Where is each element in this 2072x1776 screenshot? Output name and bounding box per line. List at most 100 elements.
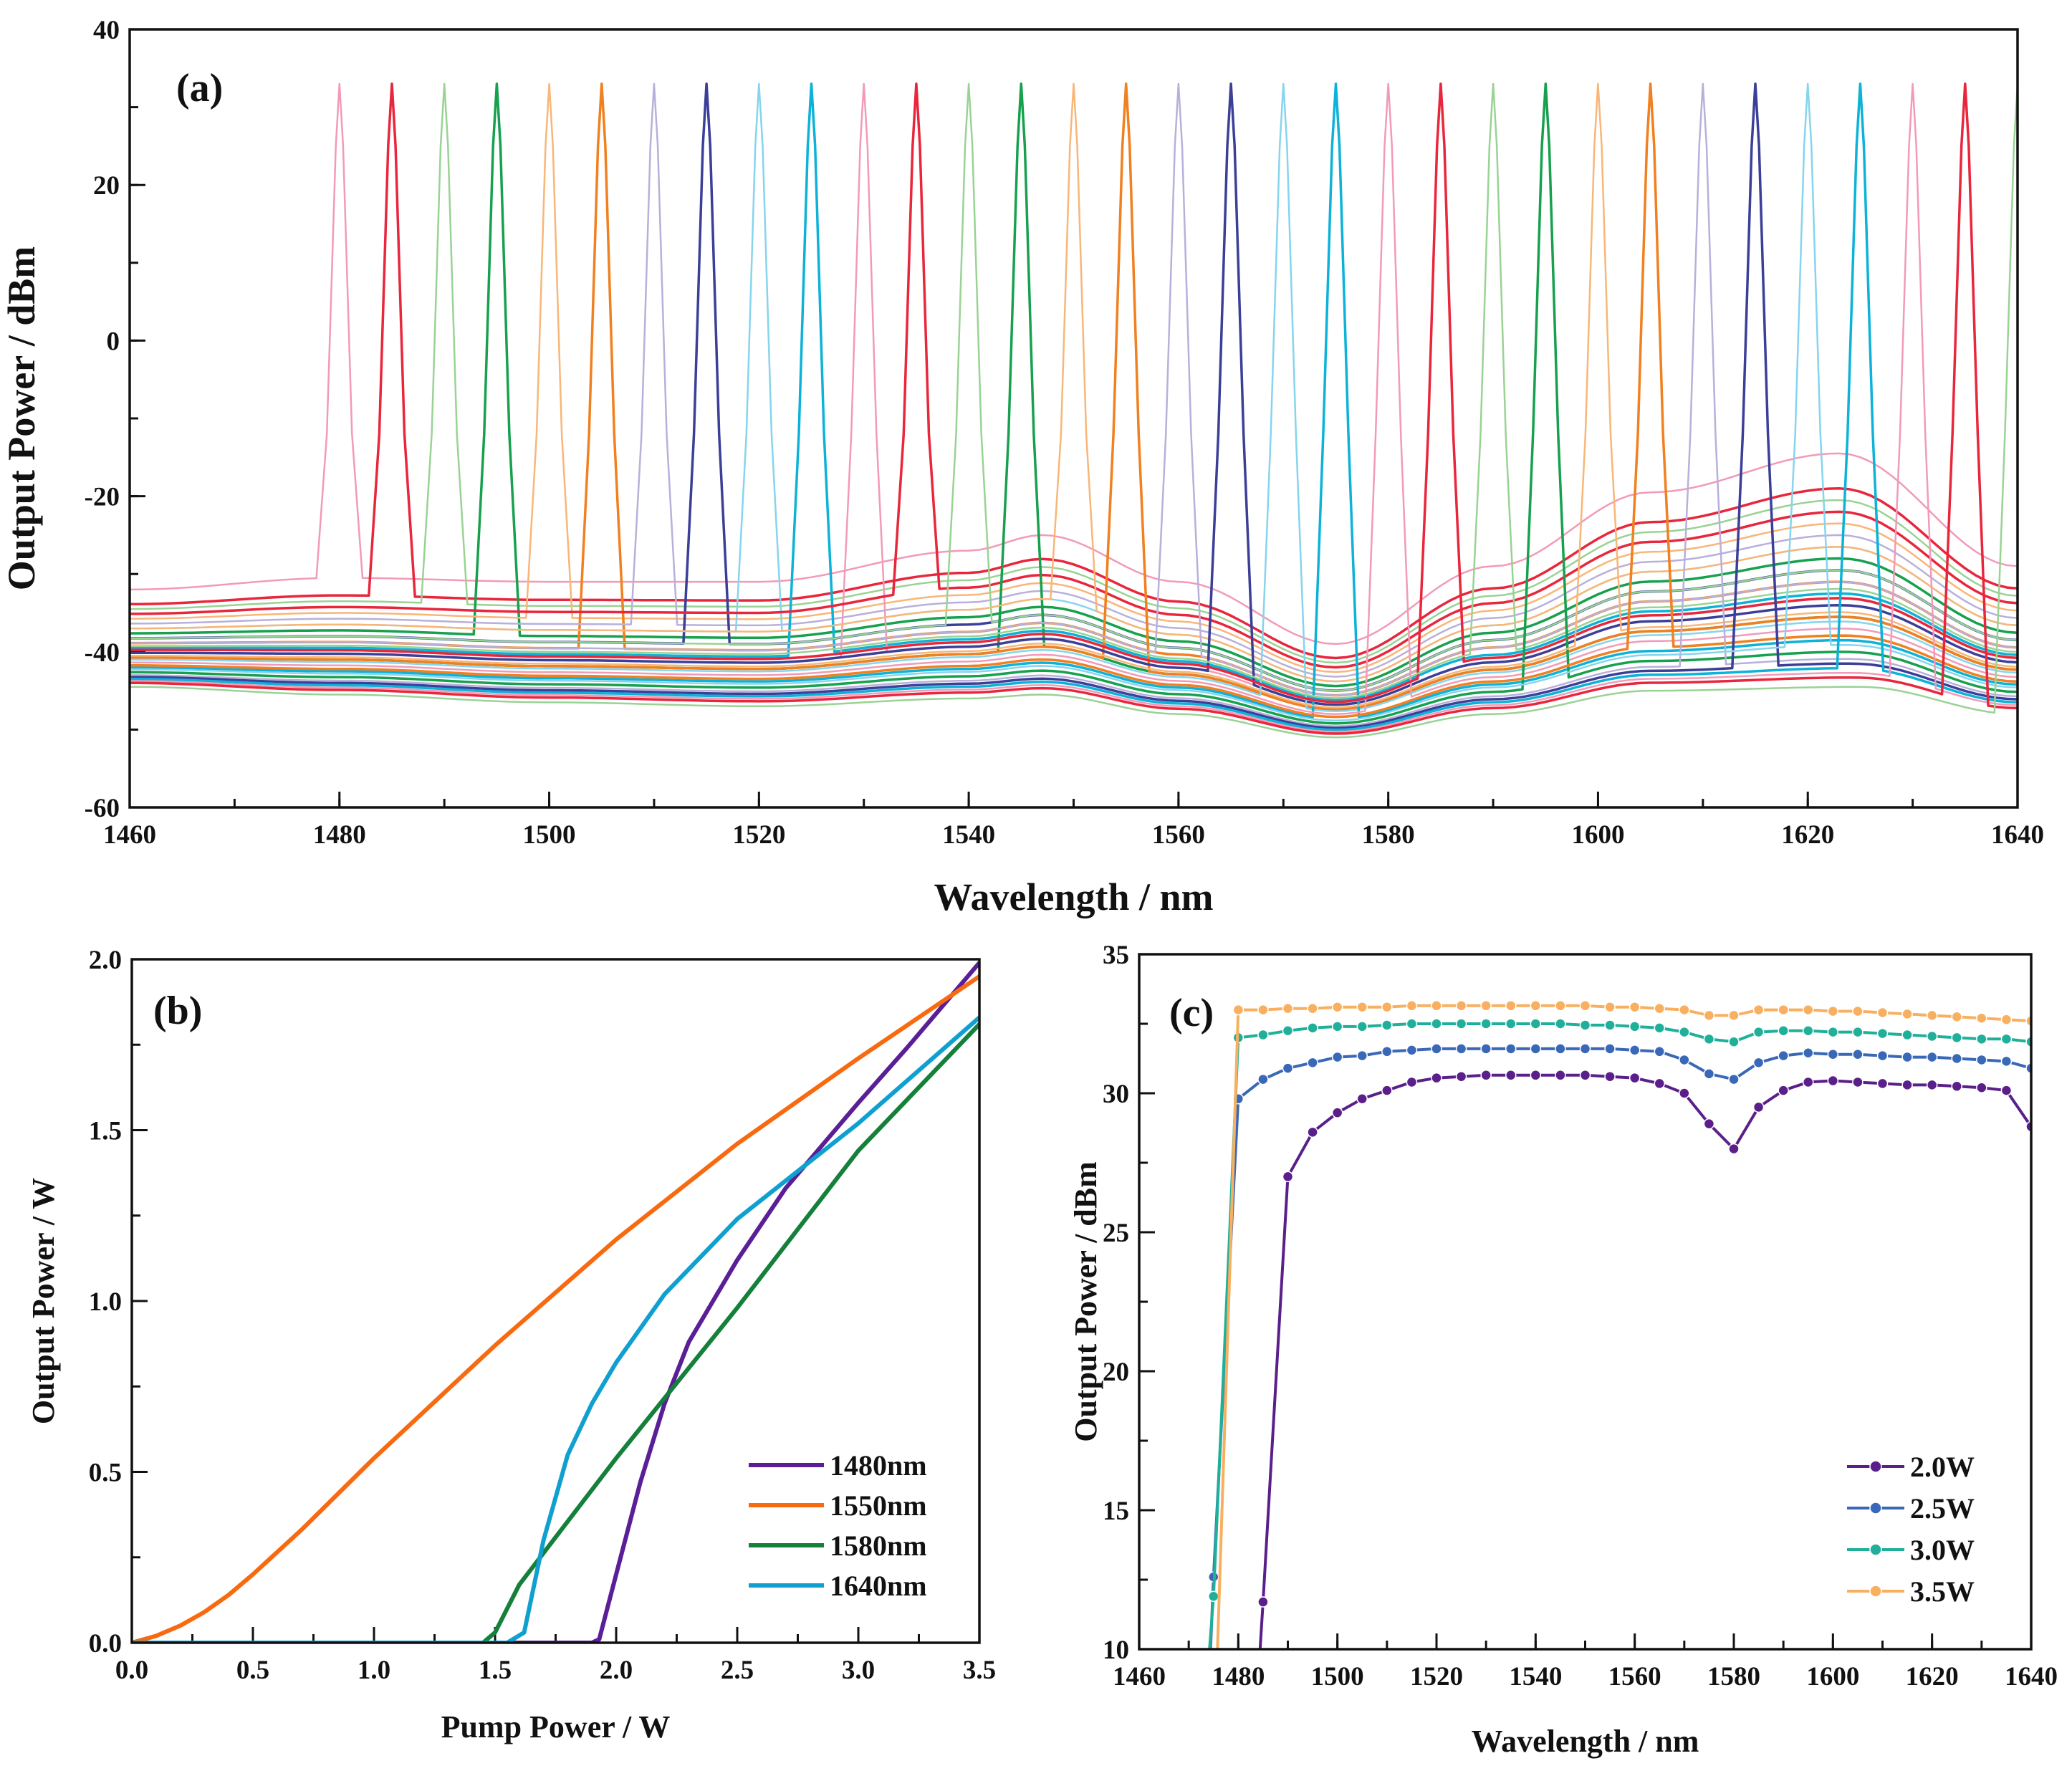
data-point-3.0W [1803, 1024, 1814, 1037]
data-point-3.5W [1505, 1000, 1517, 1012]
y-tick-label: 2.0 [89, 946, 122, 975]
legend-label: 1640nm [830, 1570, 927, 1602]
panel-label: (b) [153, 989, 202, 1033]
panel-c-output-vs-wavelength-chart: 1460 1480 1500 1520 1540 1560 1580 1600 1620 1640… [1068, 941, 2058, 1759]
data-point-3.5W [1257, 1004, 1269, 1016]
data-point-3.0W [1282, 1024, 1294, 1037]
data-point-3.0W [1505, 1018, 1517, 1029]
y-tick-label: 25 [1103, 1219, 1129, 1248]
data-point-3.5W [1480, 1000, 1492, 1012]
y-tick-label: 1.0 [89, 1287, 122, 1317]
spectrum-line-1555nm [130, 82, 2018, 711]
y-axis-title: Output Power / dBm [0, 246, 43, 591]
data-point-2.5W [1480, 1043, 1492, 1055]
data-point-2.5W [1852, 1048, 1864, 1060]
data-point-2.5W [1876, 1050, 1889, 1062]
spectrum-line-1625nm [130, 82, 2018, 731]
legend-marker [1869, 1460, 1882, 1473]
data-point-3.5W [1579, 1000, 1591, 1012]
data-point-3.5W [1827, 1005, 1839, 1017]
spectrum-line-1565nm [130, 82, 2018, 706]
data-point-3.5W [1752, 1004, 1765, 1016]
data-point-3.0W [1455, 1018, 1467, 1029]
y-tick-label: 10 [1103, 1636, 1129, 1665]
legend-label: 2.0W [1910, 1451, 1975, 1483]
spectrum-line-1640nm [130, 83, 2018, 739]
data-point-2.0W [1803, 1076, 1814, 1088]
spectrum-line-1635nm [130, 82, 2018, 735]
data-point-2.0W [1530, 1070, 1542, 1081]
spectrum-line-1620nm [130, 82, 2018, 722]
y-tick-label: 30 [1103, 1080, 1129, 1109]
x-tick-label: 1580 [1707, 1662, 1760, 1691]
data-point-3.0W [1752, 1026, 1765, 1038]
x-tick-label: 1560 [1152, 820, 1205, 850]
data-point-2.0W [1282, 1171, 1294, 1183]
x-tick-label: 1520 [1410, 1662, 1463, 1691]
x-tick-label: 0.0 [115, 1656, 148, 1685]
legend-label: 1480nm [830, 1449, 927, 1482]
data-point-3.5W [2000, 1014, 2013, 1025]
data-point-3.5W [1232, 1004, 1244, 1016]
data-point-2.0W [1679, 1088, 1690, 1099]
data-point-2.5W [1431, 1043, 1442, 1055]
data-point-2.0W [1257, 1596, 1269, 1608]
data-point-3.5W [1331, 1001, 1343, 1013]
x-tick-label: 1480 [313, 820, 366, 850]
data-point-3.5W [1852, 1005, 1864, 1017]
legend-label: 3.5W [1910, 1575, 1975, 1608]
data-point-3.5W [1282, 1002, 1294, 1014]
data-point-2.5W [1555, 1043, 1566, 1055]
data-point-2.5W [1728, 1073, 1740, 1085]
data-point-2.5W [1257, 1073, 1269, 1085]
spectrum-line-1490nm [130, 82, 2018, 664]
data-point-2.0W [1703, 1118, 1715, 1130]
data-point-3.0W [1431, 1018, 1442, 1029]
y-tick-label: 20 [1103, 1358, 1129, 1387]
data-point-2.0W [1604, 1070, 1616, 1083]
spectrum-line-1630nm [130, 82, 2018, 733]
x-tick-label: 1620 [1906, 1662, 1959, 1691]
data-point-2.0W [1654, 1077, 1665, 1090]
data-point-2.5W [1282, 1062, 1294, 1074]
data-point-2.0W [1455, 1070, 1467, 1083]
y-tick-label: 0.0 [89, 1629, 122, 1659]
series-line-1550nm [132, 974, 979, 1643]
x-tick-label: 1640 [1991, 820, 2044, 850]
y-axis-title: Output Power / dBm [1068, 1161, 1103, 1442]
y-tick-label: -20 [85, 483, 120, 512]
data-point-3.0W [1356, 1021, 1368, 1032]
panel-label: (a) [176, 66, 223, 110]
data-point-3.0W [1555, 1018, 1566, 1029]
legend: 1480nm 1550nm 1580nm 1640nm [749, 1449, 927, 1602]
panel-a-spectra-chart: 1460 1480 1500 1520 1540 1560 1580 1600 1620 1640… [0, 16, 2044, 918]
data-point-3.5W [1530, 1000, 1542, 1012]
data-point-2.0W [1827, 1075, 1839, 1087]
data-point-2.0W [1307, 1126, 1318, 1138]
series-line-2.5W [1209, 1047, 2031, 1649]
spectrum-line-1605nm [130, 82, 2018, 719]
x-tick-label: 1460 [103, 820, 156, 850]
data-point-3.0W [1876, 1027, 1889, 1040]
data-point-3.5W [1455, 1000, 1467, 1012]
data-point-3.0W [1827, 1026, 1839, 1038]
y-tick-label: 0.5 [89, 1459, 122, 1488]
data-point-3.5W [1431, 1000, 1442, 1012]
data-point-2.5W [2000, 1055, 2013, 1067]
y-tick-label: -40 [85, 638, 120, 668]
data-point-2.5W [1803, 1047, 1814, 1059]
x-tick-label: 1620 [1781, 820, 1834, 850]
plot-frame [130, 958, 981, 1644]
data-point-3.0W [1208, 1590, 1219, 1603]
data-point-2.5W [1331, 1051, 1343, 1063]
spectrum-line-1580nm [130, 82, 2018, 715]
data-point-2.5W [1579, 1043, 1591, 1055]
data-point-2.0W [1728, 1143, 1740, 1155]
data-point-2.0W [1876, 1077, 1889, 1090]
x-tick-label: 1600 [1806, 1662, 1859, 1691]
x-tick-label: 3.5 [963, 1656, 996, 1685]
x-tick-label: 1540 [1509, 1662, 1562, 1691]
data-point-3.5W [1555, 1000, 1566, 1012]
data-point-2.5W [1505, 1043, 1517, 1055]
panel-b-output-vs-pump-chart: 0.0 0.5 1.0 1.5 2.0 2.5 3.0 3.5 0.0 0.5 1.0 1.5 2.0 P… [26, 946, 996, 1744]
